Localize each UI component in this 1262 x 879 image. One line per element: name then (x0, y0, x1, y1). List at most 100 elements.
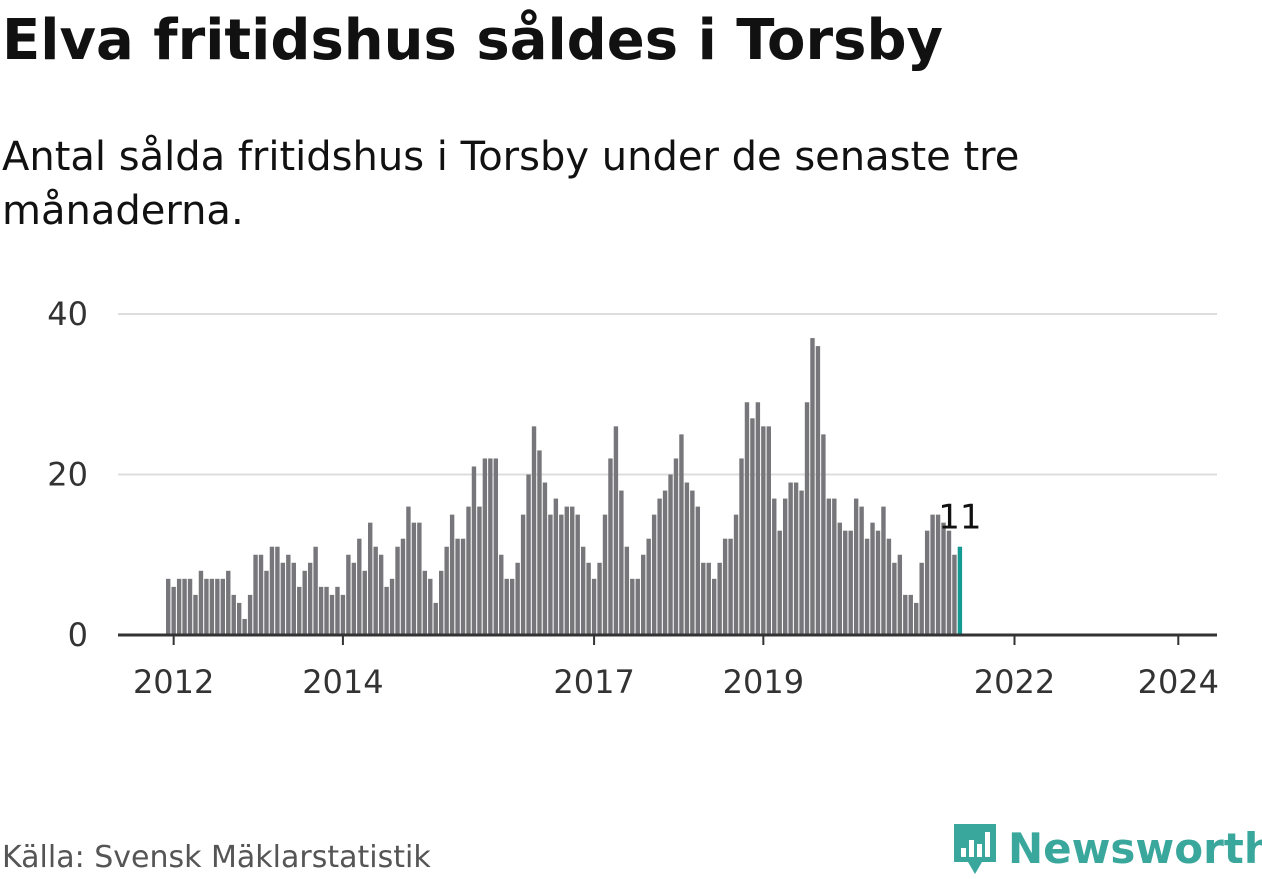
bar (919, 562, 924, 635)
bar (389, 578, 395, 635)
bar (357, 538, 362, 635)
bar (526, 474, 531, 635)
bar (176, 578, 182, 635)
chart-subtitle: Antal sålda fritidshus i Torsby under de… (2, 134, 1020, 234)
bar (843, 530, 848, 635)
bar (684, 482, 690, 635)
bar (946, 530, 952, 635)
bar (690, 490, 695, 635)
bar (220, 578, 225, 635)
bar (384, 586, 389, 635)
bar (602, 514, 608, 635)
bar (340, 594, 346, 635)
bar (275, 546, 280, 635)
bar (853, 498, 859, 635)
bar (832, 498, 837, 635)
x-tick-label: 2012 (133, 663, 214, 701)
bar (772, 498, 777, 635)
bar (313, 546, 318, 635)
bar (821, 434, 826, 635)
bar (226, 570, 231, 635)
bar (193, 594, 198, 635)
bar (657, 498, 662, 635)
bar (624, 546, 630, 635)
bar (651, 514, 657, 635)
bar (739, 458, 744, 635)
bar (493, 458, 498, 635)
bar (504, 578, 509, 635)
bar (930, 514, 935, 635)
bar (488, 458, 493, 635)
bar (641, 554, 646, 635)
bar (395, 546, 400, 635)
bar (329, 594, 335, 635)
x-tick-label: 2017 (553, 663, 634, 701)
bar (897, 554, 903, 635)
bar (864, 538, 870, 635)
bar (941, 522, 946, 635)
bar (499, 554, 504, 635)
bar (935, 514, 941, 635)
bar (444, 546, 449, 635)
bar (881, 506, 886, 635)
bar (449, 514, 455, 635)
bar (755, 402, 761, 635)
bar (455, 538, 460, 635)
bar (417, 522, 422, 635)
bar (400, 538, 406, 635)
bar (777, 530, 782, 635)
bar (815, 346, 821, 635)
bar (198, 570, 204, 635)
bar (679, 434, 684, 635)
bar (269, 546, 275, 635)
bar (575, 514, 580, 635)
newsworthy-logo-icon (954, 824, 996, 874)
bar (215, 578, 220, 635)
bar (378, 554, 384, 635)
bar (580, 546, 586, 635)
bar (477, 506, 482, 635)
bar (766, 426, 771, 635)
bar (209, 578, 215, 635)
bar (482, 458, 488, 635)
x-tick-label: 2022 (974, 663, 1055, 701)
bar (302, 570, 307, 635)
bar (537, 450, 542, 635)
bar (373, 546, 378, 635)
bar (837, 522, 842, 635)
bar (280, 562, 286, 635)
bar (892, 562, 897, 635)
bar (630, 578, 635, 635)
bar (247, 594, 253, 635)
bar (471, 466, 477, 635)
bar (297, 586, 302, 635)
source-note: Källa: Svensk Mäklarstatistik (2, 840, 431, 875)
bar (859, 506, 864, 635)
x-tick-label: 2024 (1138, 663, 1219, 701)
bar (439, 570, 444, 635)
bar (717, 562, 722, 635)
bar (782, 498, 788, 635)
bar (613, 426, 619, 635)
bar (761, 426, 766, 635)
x-tick-label: 2019 (723, 663, 804, 701)
bar (870, 522, 875, 635)
bar (324, 586, 329, 635)
bar (793, 482, 799, 635)
bar (264, 570, 269, 635)
bar (570, 506, 575, 635)
bar (597, 562, 602, 635)
bar (559, 514, 564, 635)
bar (875, 530, 881, 635)
bar (509, 578, 515, 635)
bar (722, 538, 728, 635)
bar (346, 554, 351, 635)
bar (788, 482, 793, 635)
bar (662, 490, 668, 635)
bar (706, 562, 711, 635)
bar (428, 578, 433, 635)
y-tick-label: 20 (47, 456, 88, 494)
bar (286, 554, 291, 635)
bar (619, 490, 624, 635)
bar (591, 578, 597, 635)
